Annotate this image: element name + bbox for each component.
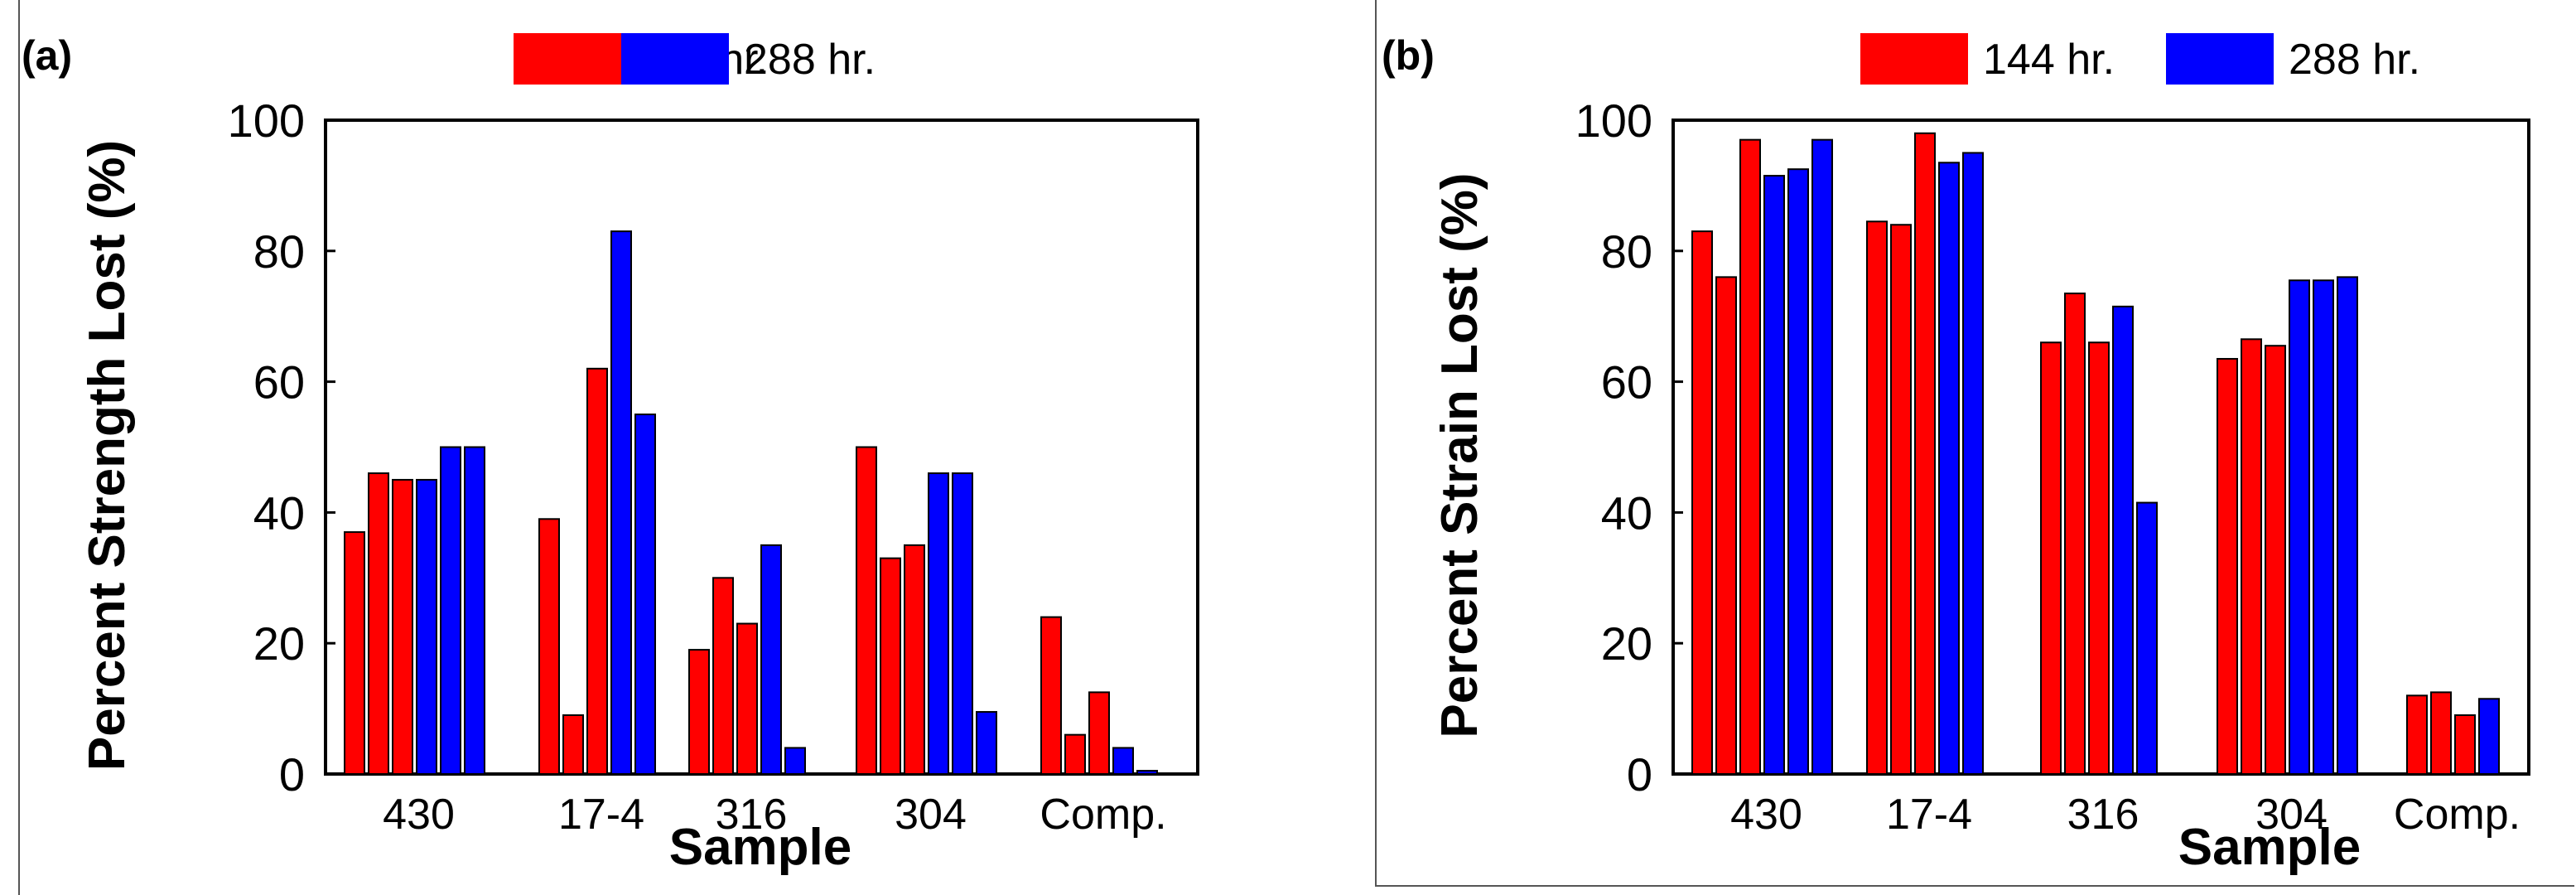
bar-304-1 — [856, 446, 877, 775]
bar-comp-5 — [1136, 770, 1158, 775]
x-axis-title: Sample — [669, 819, 852, 876]
bar-174-4 — [1938, 162, 1960, 776]
bar-316-3 — [2088, 341, 2110, 775]
y-tick-label-80: 80 — [1601, 225, 1652, 278]
bar-174-3 — [586, 367, 608, 775]
y-tick-label-60: 60 — [253, 356, 305, 409]
x-category-label: Comp. — [2394, 791, 2521, 839]
chart-panel-a: 0 20 40 60 80 100 430 17-4 316 304 Comp. Sample Perc… — [18, 0, 1199, 895]
x-category-label: 17-4 — [558, 791, 644, 839]
y-tick-label-60: 60 — [1601, 356, 1652, 409]
bar-316-2 — [712, 577, 734, 775]
y-tick-label-40: 40 — [253, 486, 305, 539]
panel-a-left-border — [18, 0, 20, 895]
bar-304-3 — [904, 544, 925, 775]
y-tick-label-0: 0 — [1627, 748, 1652, 801]
bar-430-4 — [1763, 175, 1785, 775]
bar-174-3 — [1914, 132, 1936, 775]
panel-b-bottom-border — [1375, 885, 2574, 887]
x-category-label: 316 — [716, 791, 788, 839]
legend-label-288: 288 hr. — [744, 36, 876, 84]
y-axis-title: Percent Strength Lost (%) — [79, 140, 136, 771]
y-tick-label-20: 20 — [253, 617, 305, 670]
bar-304-5 — [2313, 279, 2334, 775]
y-tick-label-100: 100 — [228, 94, 305, 147]
legend-swatch-144 — [514, 33, 621, 85]
bar-304-1 — [2217, 357, 2238, 775]
bar-174-4 — [610, 230, 632, 775]
bar-comp-1 — [2406, 694, 2428, 776]
legend-label-288: 288 hr. — [2289, 36, 2420, 84]
bar-174-1 — [1866, 220, 1888, 776]
bar-comp-4 — [1112, 747, 1134, 776]
bar-430-3 — [1739, 138, 1761, 776]
bar-430-5 — [440, 446, 461, 775]
y-axis-title: Percent Strain Lost (%) — [1431, 172, 1488, 738]
bar-430-1 — [344, 531, 365, 775]
bar-430-1 — [1691, 230, 1713, 775]
bar-430-5 — [1787, 168, 1809, 776]
strain-lost-chart: 0 20 40 60 80 100 430 17-4 316 304 Comp. Sample Perc… — [1382, 32, 2530, 876]
bar-comp-1 — [1040, 616, 1062, 776]
y-tick-label-0: 0 — [279, 748, 305, 801]
x-category-label: Comp. — [1040, 791, 1166, 839]
y-tick-label-80: 80 — [253, 225, 305, 278]
bar-comp-2 — [1064, 733, 1086, 775]
bar-316-4 — [2112, 305, 2134, 775]
legend-label-144: 144 hr. — [1983, 36, 2115, 84]
x-category-label: 304 — [2255, 791, 2328, 839]
bar-comp-4 — [2478, 698, 2500, 776]
bar-430-4 — [416, 478, 437, 775]
chart-panel-b: 0 20 40 60 80 100 430 17-4 316 304 Comp. Sample Perc… — [1375, 0, 2576, 895]
bar-316-1 — [688, 649, 710, 776]
bar-316-3 — [736, 622, 758, 776]
bar-316-1 — [2040, 341, 2062, 775]
bar-304-4 — [2289, 279, 2310, 775]
y-tick-label-20: 20 — [1601, 617, 1652, 670]
bar-304-3 — [2265, 345, 2286, 775]
x-category-label: 316 — [2067, 791, 2139, 839]
bar-430-6 — [1811, 138, 1833, 776]
bar-316-4 — [760, 544, 782, 775]
bar-304-6 — [976, 711, 997, 775]
bar-174-5 — [634, 414, 656, 775]
y-tick-label-40: 40 — [1601, 486, 1652, 539]
bar-304-2 — [2241, 338, 2262, 775]
bar-174-5 — [1962, 152, 1984, 775]
panel-label: (a) — [22, 32, 72, 79]
bar-316-5 — [2136, 501, 2158, 775]
bar-174-2 — [1890, 224, 1912, 775]
legend-swatch-288 — [2166, 33, 2274, 85]
strength-lost-chart: 0 20 40 60 80 100 430 17-4 316 304 Comp. Sample Perc… — [22, 32, 1199, 876]
bar-430-2 — [1715, 276, 1737, 775]
bar-comp-2 — [2430, 691, 2452, 775]
x-category-label: 430 — [383, 791, 455, 839]
bar-comp-3 — [2454, 714, 2476, 775]
y-tick-label-100: 100 — [1575, 94, 1652, 147]
x-category-label: 304 — [895, 791, 967, 839]
x-category-label: 17-4 — [1886, 791, 1972, 839]
bar-430-2 — [368, 472, 389, 775]
x-category-label: 430 — [1730, 791, 1802, 839]
panel-label: (b) — [1382, 32, 1435, 79]
bar-304-2 — [880, 557, 901, 775]
bar-304-5 — [952, 472, 973, 775]
bar-comp-3 — [1088, 691, 1110, 775]
x-axis-title: Sample — [2178, 819, 2361, 876]
bar-174-1 — [538, 518, 560, 775]
legend-swatch-144 — [1860, 33, 1968, 85]
bar-304-4 — [928, 472, 949, 775]
bar-174-2 — [562, 714, 584, 775]
panel-b-left-border — [1375, 0, 1377, 887]
bar-430-3 — [392, 478, 413, 775]
bar-304-6 — [2337, 276, 2358, 775]
legend-swatch-288 — [621, 33, 729, 85]
bar-430-6 — [464, 446, 485, 775]
bar-316-5 — [784, 747, 806, 776]
bar-316-2 — [2064, 293, 2086, 775]
